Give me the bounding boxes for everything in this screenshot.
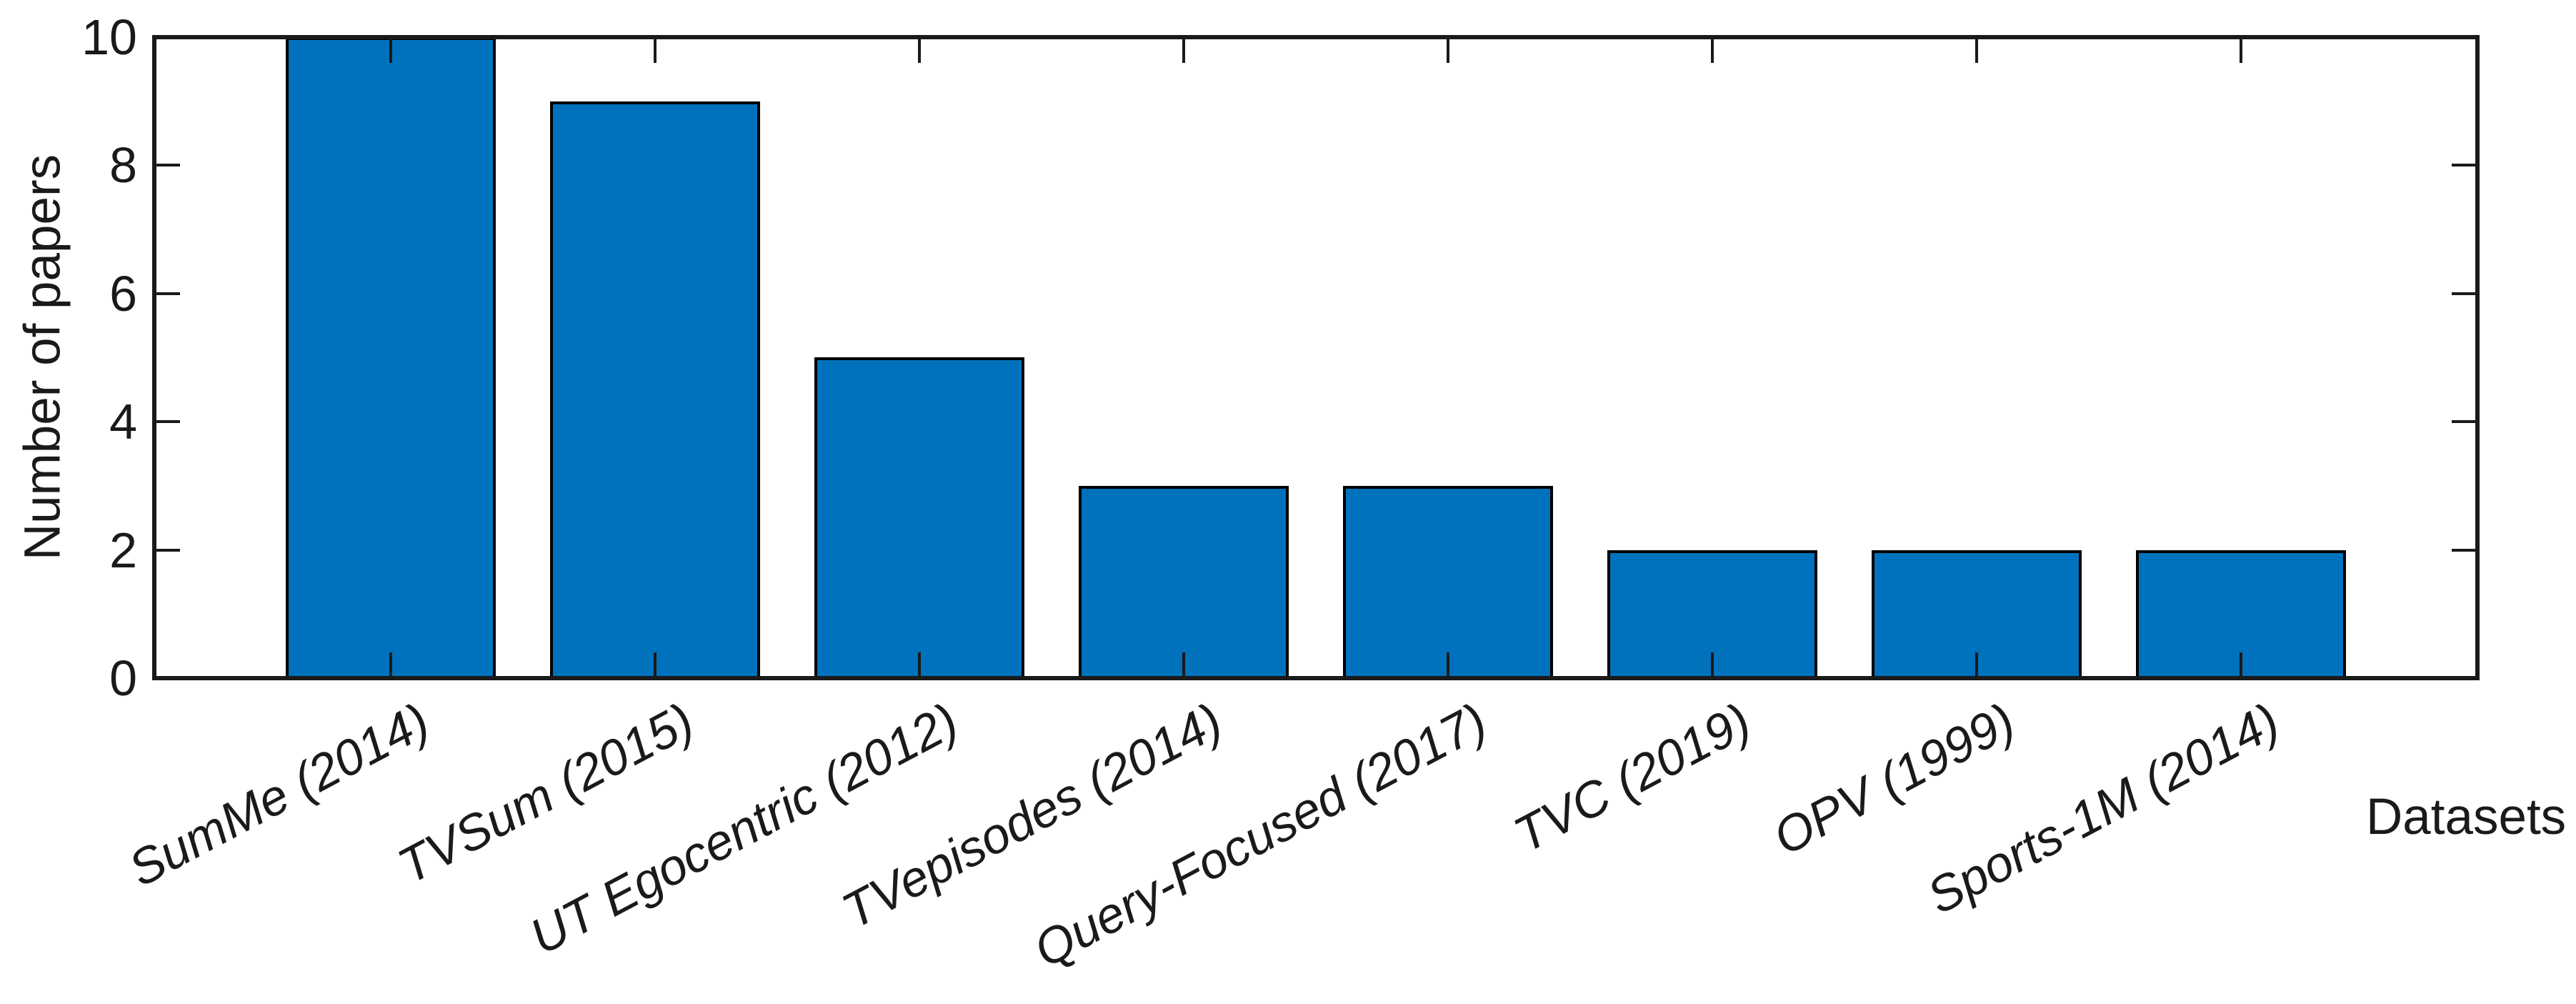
x-axis-line-top xyxy=(152,35,2480,39)
x-tick-bottom xyxy=(654,652,657,676)
x-tick-bottom xyxy=(1182,652,1185,676)
x-tick-bottom xyxy=(1447,652,1449,676)
x-tick-top xyxy=(1182,39,1185,63)
y-tick-left xyxy=(156,420,180,423)
x-tick-top xyxy=(389,39,392,63)
x-tick-bottom xyxy=(389,652,392,676)
x-tick-label-ut-egocentric-2012: UT Egocentric (2012) xyxy=(521,692,967,965)
y-axis-line-left xyxy=(152,35,156,680)
y-tick-right xyxy=(2452,420,2475,423)
y-tick-label-8: 8 xyxy=(109,137,137,193)
x-tick-label-query-focused-2017: Query-Focused (2017) xyxy=(1024,692,1496,978)
bar-tvsum-2015 xyxy=(550,101,760,678)
x-tick-label-tvc-2019: TVC (2019) xyxy=(1505,692,1760,863)
y-tick-left xyxy=(156,164,180,166)
x-tick-label-summe-2014: SumMe (2014) xyxy=(119,692,439,898)
y-tick-right xyxy=(2452,549,2475,552)
y-tick-right xyxy=(2452,292,2475,295)
x-tick-top xyxy=(1975,39,1978,63)
y-axis-line-right xyxy=(2475,35,2480,680)
bar-tvepisodes-2014 xyxy=(1079,486,1289,678)
y-tick-left xyxy=(156,292,180,295)
x-tick-bottom xyxy=(1711,652,1714,676)
y-tick-label-2: 2 xyxy=(109,522,137,578)
y-tick-label-10: 10 xyxy=(81,9,137,65)
x-tick-top xyxy=(1711,39,1714,63)
x-axis-label: Datasets xyxy=(2366,789,2567,845)
y-tick-label-6: 6 xyxy=(109,266,137,322)
x-tick-top xyxy=(1447,39,1449,63)
bar-ut-egocentric-2012 xyxy=(814,357,1024,678)
x-tick-bottom xyxy=(1975,652,1978,676)
x-tick-top xyxy=(2240,39,2242,63)
y-tick-right xyxy=(2452,164,2475,166)
x-axis-line-bottom xyxy=(152,676,2480,680)
y-axis-label: Number of papers xyxy=(14,154,71,561)
y-tick-left xyxy=(156,549,180,552)
x-tick-bottom xyxy=(918,652,921,676)
x-tick-top xyxy=(654,39,657,63)
x-tick-top xyxy=(918,39,921,63)
bar-summe-2014 xyxy=(286,37,496,678)
bar-query-focused-2017 xyxy=(1343,486,1553,678)
x-tick-bottom xyxy=(2240,652,2242,676)
y-tick-label-0: 0 xyxy=(109,650,137,706)
y-tick-label-4: 4 xyxy=(109,394,137,449)
